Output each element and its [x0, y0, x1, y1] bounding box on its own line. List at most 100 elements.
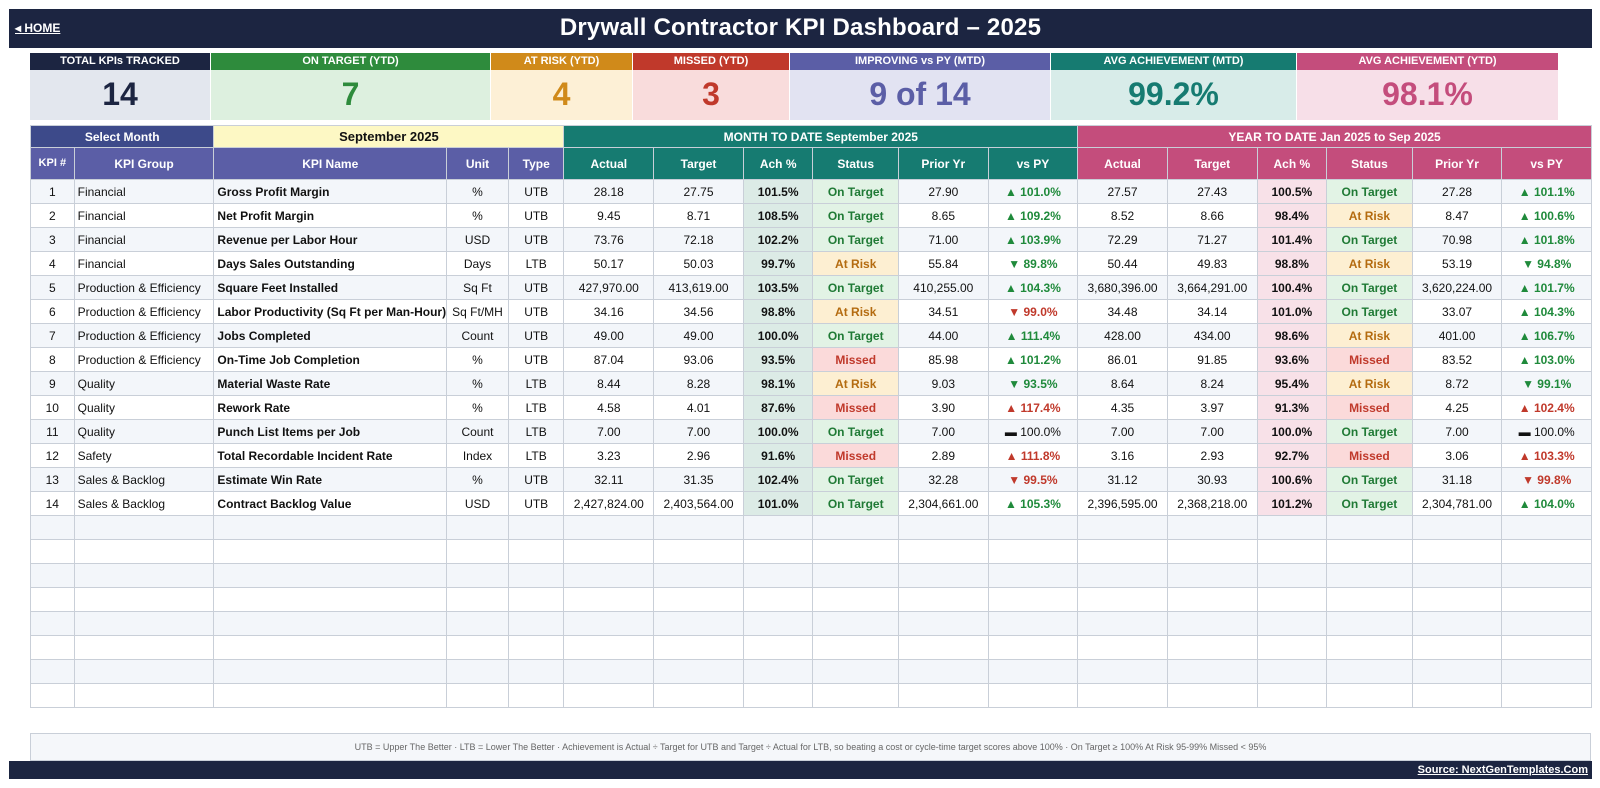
ytd-target: 30.93	[1166, 467, 1258, 492]
kpi-name: Gross Profit Margin	[213, 179, 448, 204]
mtd-ach-pct: 102.2%	[742, 227, 814, 252]
title-bar: ◂ HOME Drywall Contractor KPI Dashboard …	[9, 9, 1592, 48]
ytd-prior-year: 33.07	[1411, 299, 1503, 324]
ytd-status-badge: Missed	[1326, 395, 1413, 420]
empty-cell	[1256, 587, 1328, 612]
mtd-vs-py: ▲ 103.9%	[987, 227, 1079, 252]
table-row[interactable]: 10 Quality Rework Rate% LTB 4.58 4.01 87.6% Mis…	[30, 395, 1592, 420]
mtd-actual: 427,970.00	[563, 275, 655, 300]
ytd-actual: 3,680,396.00	[1077, 275, 1168, 300]
mtd-target: 8.71	[653, 203, 744, 228]
mtd-prior-year: 2,304,661.00	[897, 491, 989, 516]
table-row[interactable]: 9 Quality Material Waste Rate% LTB 8.44 8.28 9…	[30, 371, 1592, 396]
ytd-status-badge: On Target	[1326, 491, 1413, 516]
kpi-card: ON TARGET (YTD) 7	[211, 53, 491, 120]
home-link[interactable]: ◂ HOME	[15, 21, 61, 35]
mtd-status-badge: On Target	[812, 179, 899, 204]
kpi-card: TOTAL KPIs TRACKED 14	[30, 53, 211, 120]
ytd-actual: 31.12	[1077, 467, 1168, 492]
empty-cell	[897, 611, 989, 636]
mtd-status-badge: On Target	[812, 203, 899, 228]
kpi-name: Jobs Completed	[213, 323, 448, 348]
kpi-number: 10	[30, 395, 75, 420]
ytd-target: 2,368,218.00	[1166, 491, 1258, 516]
empty-cell	[1166, 611, 1258, 636]
empty-cell	[1411, 563, 1503, 588]
ytd-target: 2.93	[1166, 443, 1258, 468]
month-selector[interactable]: September 2025	[213, 125, 565, 148]
empty-row	[30, 539, 1592, 564]
mtd-prior-year: 71.00	[897, 227, 989, 252]
kpi-number: 7	[30, 323, 75, 348]
empty-cell	[1411, 659, 1503, 684]
table-row[interactable]: 3 Financial Revenue per Labor Hour USD UTB 73…	[30, 227, 1592, 252]
empty-cell	[563, 563, 655, 588]
empty-cell	[213, 587, 448, 612]
empty-cell	[73, 587, 215, 612]
empty-cell	[742, 659, 814, 684]
empty-cell	[30, 659, 75, 684]
empty-cell	[897, 563, 989, 588]
empty-row	[30, 683, 1592, 708]
empty-cell	[30, 515, 75, 540]
empty-cell	[1326, 683, 1413, 708]
empty-cell	[1166, 587, 1258, 612]
ytd-actual: 428.00	[1077, 323, 1168, 348]
table-row[interactable]: 2 Financial Net Profit Margin% UTB 9.45 8.71 1…	[30, 203, 1592, 228]
kpi-number: 6	[30, 299, 75, 324]
mtd-target: 8.28	[653, 371, 744, 396]
mtd-target: 34.56	[653, 299, 744, 324]
empty-cell	[1326, 587, 1413, 612]
empty-cell	[1166, 683, 1258, 708]
kpi-card-value: 3	[702, 76, 720, 112]
table-row[interactable]: 14 Sales & Backlog Contract Backlog Value U…	[30, 491, 1592, 516]
kpi-type: LTB	[507, 371, 565, 396]
empty-cell	[897, 635, 989, 660]
empty-row	[30, 563, 1592, 588]
empty-cell	[73, 515, 215, 540]
ytd-ach-pct: 100.5%	[1256, 179, 1328, 204]
table-row[interactable]: 5 Production & Efficiency Square Feet Inst…	[30, 275, 1592, 300]
table-row[interactable]: 12 Safety Total Recordable Incident Rate In…	[30, 443, 1592, 468]
mtd-vs-py: ▼ 89.8%	[987, 251, 1079, 276]
ytd-ach-pct: 92.7%	[1256, 443, 1328, 468]
empty-cell	[563, 611, 655, 636]
kpi-card-label: AT RISK (YTD)	[491, 53, 632, 70]
col-header-ytd: Status	[1326, 147, 1413, 180]
empty-cell	[1411, 587, 1503, 612]
ytd-vs-py: ▲ 104.3%	[1501, 299, 1592, 324]
empty-cell	[1166, 659, 1258, 684]
ytd-ach-pct: 100.6%	[1256, 467, 1328, 492]
kpi-unit: USD	[446, 227, 509, 252]
empty-cell	[742, 611, 814, 636]
mtd-section-header: MONTH TO DATE September 2025	[563, 125, 1079, 148]
empty-cell	[563, 659, 655, 684]
ytd-actual: 86.01	[1077, 347, 1168, 372]
table-row[interactable]: 4 Financial Days Sales Outstanding Days LTB 5…	[30, 251, 1592, 276]
kpi-group: Production & Efficiency	[73, 347, 215, 372]
col-header-ytd: Actual	[1077, 147, 1168, 180]
mtd-prior-year: 9.03	[897, 371, 989, 396]
table-row[interactable]: 13 Sales & Backlog Estimate Win Rate% UTB 32…	[30, 467, 1592, 492]
empty-cell	[507, 587, 565, 612]
ytd-actual: 50.44	[1077, 251, 1168, 276]
ytd-vs-py: ▲ 101.7%	[1501, 275, 1592, 300]
table-row[interactable]: 6 Production & Efficiency Labor Productivi…	[30, 299, 1592, 324]
ytd-target: 3,664,291.00	[1166, 275, 1258, 300]
empty-cell	[1501, 659, 1592, 684]
ytd-prior-year: 31.18	[1411, 467, 1503, 492]
empty-cell	[446, 587, 509, 612]
table-row[interactable]: 7 Production & Efficiency Jobs Completed Co…	[30, 323, 1592, 348]
empty-cell	[987, 683, 1079, 708]
empty-cell	[1256, 515, 1328, 540]
mtd-vs-py: ▲ 101.2%	[987, 347, 1079, 372]
kpi-card-label: AVG ACHIEVEMENT (YTD)	[1297, 53, 1558, 70]
mtd-prior-year: 85.98	[897, 347, 989, 372]
table-row[interactable]: 1 Financial Gross Profit Margin% UTB 28.18 27…	[30, 179, 1592, 204]
kpi-unit: %	[446, 467, 509, 492]
ytd-status-badge: At Risk	[1326, 323, 1413, 348]
source-link[interactable]: Source: NextGenTemplates.Com	[1417, 764, 1588, 776]
mtd-status-badge: On Target	[812, 323, 899, 348]
table-row[interactable]: 11 Quality Punch List Items per Job Count LT…	[30, 419, 1592, 444]
table-row[interactable]: 8 Production & Efficiency On-Time Job Comp…	[30, 347, 1592, 372]
